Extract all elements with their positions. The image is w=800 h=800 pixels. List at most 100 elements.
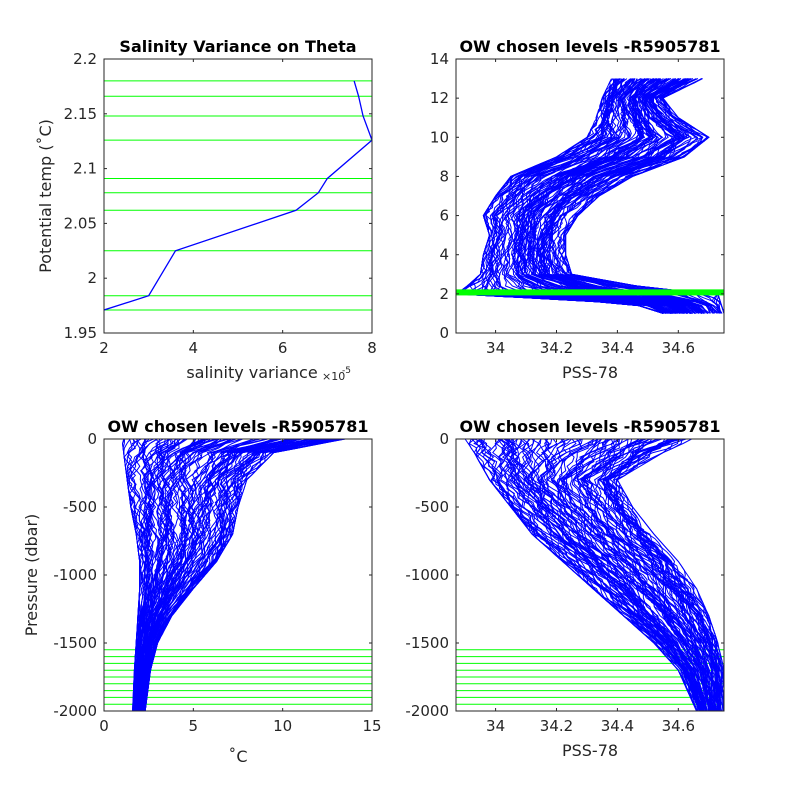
y-tick-label: 2: [87, 269, 97, 287]
y-tick-label: 0: [439, 430, 449, 448]
profile-line: [485, 78, 674, 314]
profile-line: [514, 78, 689, 314]
profile-line: [511, 78, 691, 314]
profile-line: [140, 439, 243, 711]
chart-title: OW chosen levels -R5905781: [459, 417, 720, 436]
profile-line: [526, 78, 700, 314]
profile-line: [123, 439, 149, 711]
x-tick-label: 34: [486, 717, 505, 735]
y-tick-label: 4: [439, 246, 449, 264]
profile-line: [126, 439, 154, 711]
profile-line: [498, 78, 680, 314]
x-tick-label: 15: [362, 717, 381, 735]
profile-line: [543, 439, 709, 711]
x-tick-label: 4: [189, 339, 199, 357]
ticks: 34 34.2 34.4 34.6 0 2 4 6 8 10 12 14: [430, 50, 724, 357]
profile-line: [550, 439, 714, 711]
series-line: [104, 80, 372, 311]
x-axis-exponent: -5: [342, 366, 351, 376]
profile-line: [565, 78, 720, 314]
profile-line: [599, 439, 720, 711]
profile-line: [536, 78, 704, 314]
y-tick-label: 2: [439, 285, 449, 303]
profile-line: [531, 78, 702, 314]
y-tick-label: -1500: [53, 634, 97, 652]
y-tick-label: -2000: [405, 702, 449, 720]
profile-line: [577, 439, 717, 711]
profile-line: [140, 439, 291, 711]
profile-line: [562, 439, 718, 711]
y-tick-label: 2.05: [64, 214, 97, 232]
y-tick-label: 2.2: [73, 50, 97, 68]
panel-temperature-pressure: 0 5 10 15 -2000 -1500 -1000 -500 0 OW chosen lev…: [22, 417, 382, 766]
profile-line: [597, 439, 720, 711]
chart-title: OW chosen levels -R5905781: [459, 37, 720, 56]
profile-line: [143, 439, 326, 711]
plot-area: [104, 439, 372, 711]
plot-area: [456, 78, 724, 314]
x-tick-label: 2: [99, 339, 109, 357]
plot-area: [104, 80, 372, 311]
x-axis-label: ˚C: [228, 747, 247, 766]
profile-line: [501, 439, 699, 711]
profile-line: [137, 439, 211, 711]
y-axis-label: Potential temp (˚C): [36, 119, 55, 273]
profile-line: [526, 439, 708, 711]
y-axis-label: Pressure (dbar): [22, 514, 41, 637]
axes-box: [103, 58, 373, 334]
profile-line: [507, 439, 702, 711]
x-tick-label: 10: [273, 717, 292, 735]
profile-line: [566, 439, 713, 711]
x-tick-label: 34.2: [540, 339, 573, 357]
y-tick-label: 2.15: [64, 105, 97, 123]
x-tick-label: 0: [99, 717, 109, 735]
profile-line: [588, 439, 716, 711]
x-tick-label: 34.6: [662, 339, 695, 357]
y-tick-label: 14: [430, 50, 449, 68]
y-tick-label: -1000: [405, 566, 449, 584]
profile-line: [573, 439, 723, 711]
profile-line: [599, 439, 719, 711]
profile-line: [510, 439, 707, 711]
profile-line: [542, 439, 707, 711]
profile-line: [469, 78, 670, 314]
y-tick-label: -1000: [53, 566, 97, 584]
y-tick-label: -500: [63, 498, 97, 516]
x-tick-label: 34: [486, 339, 505, 357]
profile-line: [550, 78, 714, 314]
axes-box: [455, 58, 725, 334]
profile-line: [594, 439, 714, 711]
y-tick-label: 6: [439, 207, 449, 225]
x-axis-multiplier: ×10: [322, 370, 345, 383]
y-tick-label: 1.95: [64, 324, 97, 342]
y-tick-label: 8: [439, 167, 449, 185]
profile-line: [609, 439, 724, 711]
chart-title: OW chosen levels -R5905781: [107, 417, 368, 436]
profile-line: [563, 78, 724, 314]
x-tick-label: 8: [367, 339, 377, 357]
y-tick-label: 10: [430, 128, 449, 146]
panel-theta-salinity: 34 34.2 34.4 34.6 0 2 4 6 8 10 12 14 OW chosen leve…: [430, 37, 725, 382]
x-tick-label: 6: [278, 339, 288, 357]
x-axis-label: salinity variance: [186, 363, 317, 382]
profile-line: [136, 439, 187, 711]
x-tick-label: 5: [189, 717, 199, 735]
profile-line: [605, 439, 722, 711]
profile-line: [497, 439, 698, 711]
y-tick-label: 2.1: [73, 160, 97, 178]
profile-line: [133, 439, 164, 711]
ticks: 0 5 10 15 -2000 -1500 -1000 -500 0: [53, 430, 381, 735]
x-tick-label: 34.6: [662, 717, 695, 735]
x-tick-label: 34.4: [601, 339, 634, 357]
profile-line: [461, 78, 664, 314]
profile-line: [123, 439, 152, 711]
profile-line: [517, 78, 691, 314]
x-axis-label: PSS-78: [562, 741, 618, 760]
profile-line: [499, 78, 683, 314]
y-tick-label: -1500: [405, 634, 449, 652]
x-axis-label: PSS-78: [562, 363, 618, 382]
x-tick-label: 34.4: [601, 717, 634, 735]
